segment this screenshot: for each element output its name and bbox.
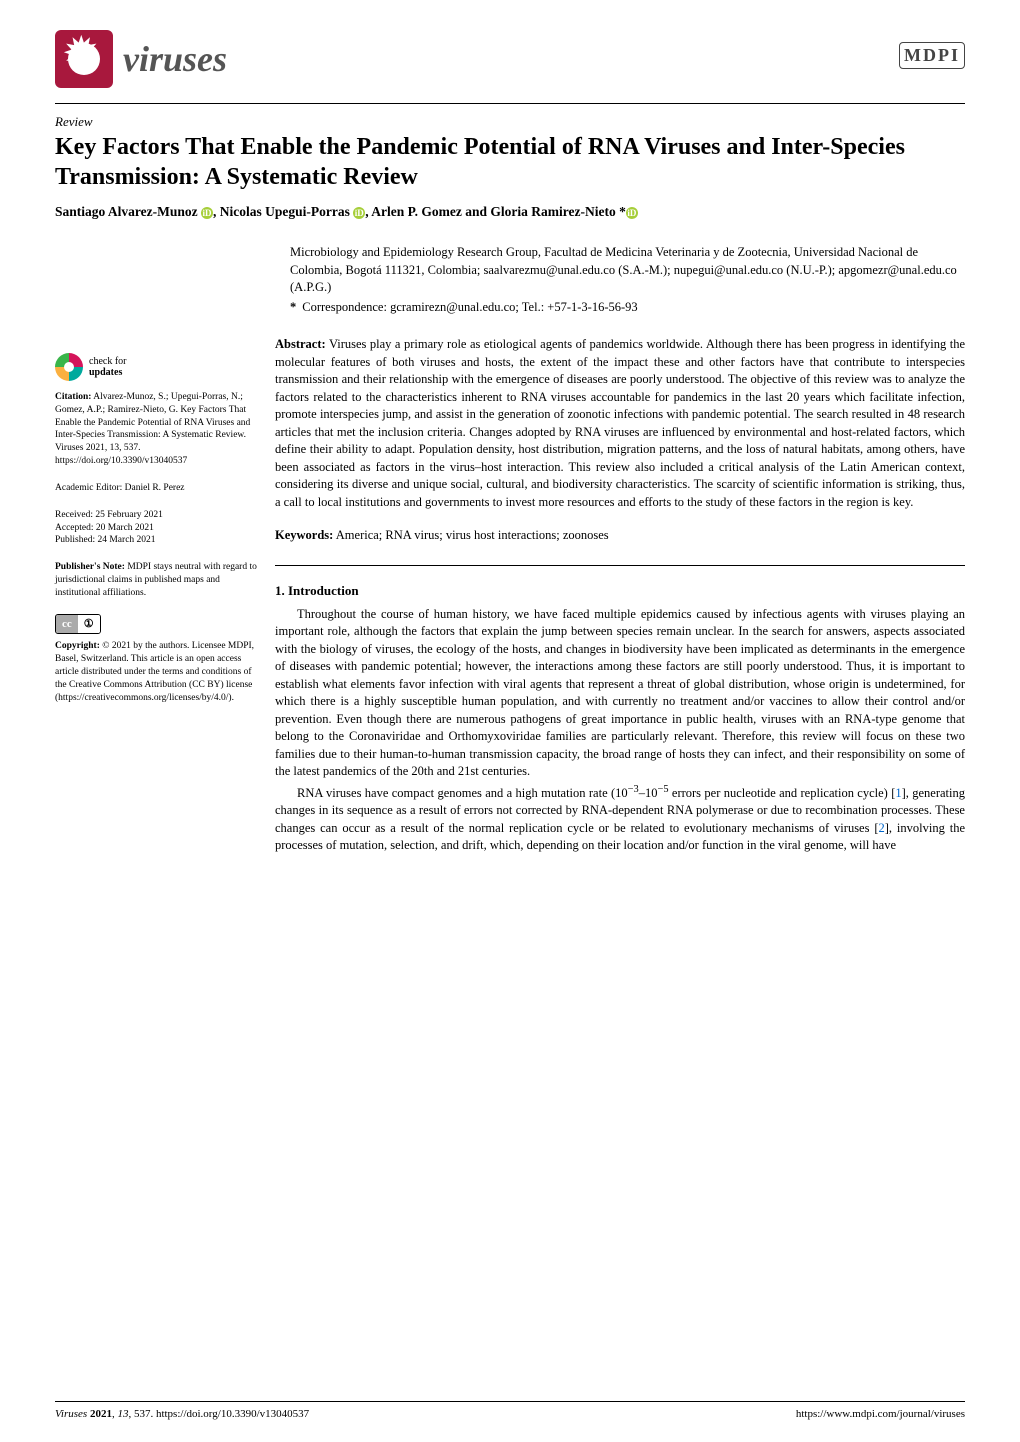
abstract-label: Abstract: (275, 337, 326, 351)
author-list: Santiago Alvarez-Munoz iD, Nicolas Upegu… (55, 204, 965, 220)
by-icon: ① (78, 615, 100, 634)
keywords-text: America; RNA virus; virus host interacti… (336, 528, 609, 542)
section-heading-intro: 1. Introduction (275, 582, 965, 600)
dates-block: Received: 25 February 2021 Accepted: 20 … (55, 509, 260, 547)
p2-text: errors per nucleotide and replication cy… (669, 786, 896, 800)
title-block: Review Key Factors That Enable the Pande… (0, 104, 1020, 220)
author-sep: , (213, 204, 220, 219)
published-date: Published: 24 March 2021 (55, 534, 260, 547)
correspondence-text: Correspondence: gcramirezn@unal.edu.co; … (302, 300, 637, 314)
two-column-layout: check forupdates Citation: Alvarez-Munoz… (0, 238, 1020, 857)
author-2: Nicolas Upegui-Porras (220, 204, 353, 219)
intro-para-2: RNA viruses have compact genomes and a h… (275, 783, 965, 855)
p2-text: –10 (639, 786, 658, 800)
check-for-updates[interactable]: check forupdates (55, 353, 260, 381)
keywords: Keywords: America; RNA virus; virus host… (275, 527, 965, 545)
editor-label: Academic Editor: (55, 483, 125, 493)
citation-text: Alvarez-Munoz, S.; Upegui-Porras, N.; Go… (55, 392, 250, 466)
correspondence: *Correspondence: gcramirezn@unal.edu.co;… (290, 299, 965, 317)
cc-by-badge[interactable]: cc① (55, 614, 101, 635)
sidebar: check forupdates Citation: Alvarez-Munoz… (55, 238, 260, 857)
page-footer: Viruses 2021, 13, 537. https://doi.org/1… (55, 1401, 965, 1420)
pubnote-label: Publisher's Note: (55, 562, 125, 572)
abstract-text: Viruses play a primary role as etiologic… (275, 337, 965, 509)
crossmark-icon (55, 353, 83, 381)
affiliation-text: Microbiology and Epidemiology Research G… (290, 244, 965, 297)
author-1: Santiago Alvarez-Munoz (55, 204, 201, 219)
copyright-label: Copyright: (55, 641, 100, 651)
main-content: Microbiology and Epidemiology Research G… (275, 238, 965, 857)
citation-block: Citation: Alvarez-Munoz, S.; Upegui-Porr… (55, 391, 260, 468)
p2-sup2: −5 (657, 784, 668, 795)
page-header: viruses MDPI (0, 0, 1020, 103)
author-3: Arlen P. Gomez and Gloria Ramirez-Nieto … (371, 204, 626, 219)
article-type: Review (55, 114, 965, 130)
journal-name: viruses (123, 38, 227, 80)
cc-icon: cc (56, 615, 78, 634)
affiliation: Microbiology and Epidemiology Research G… (275, 244, 965, 316)
abstract: Abstract: Viruses play a primary role as… (275, 336, 965, 511)
publisher-logo: MDPI (899, 42, 965, 69)
section-rule (275, 565, 965, 566)
p2-sup1: −3 (628, 784, 639, 795)
license-block: cc① Copyright: © 2021 by the authors. Li… (55, 614, 260, 705)
accepted-date: Accepted: 20 March 2021 (55, 522, 260, 535)
footer-right[interactable]: https://www.mdpi.com/journal/viruses (796, 1408, 965, 1420)
article-title: Key Factors That Enable the Pandemic Pot… (55, 132, 965, 192)
editor-block: Academic Editor: Daniel R. Perez (55, 482, 260, 495)
citation-label: Citation: (55, 392, 91, 402)
orcid-icon[interactable]: iD (626, 207, 638, 219)
keywords-label: Keywords: (275, 528, 333, 542)
footer-left: Viruses 2021, 13, 537. https://doi.org/1… (55, 1408, 309, 1420)
received-date: Received: 25 February 2021 (55, 509, 260, 522)
publishers-note-block: Publisher's Note: MDPI stays neutral wit… (55, 561, 260, 599)
intro-para-1: Throughout the course of human history, … (275, 606, 965, 781)
check-updates-label: check forupdates (89, 356, 126, 378)
orcid-icon[interactable]: iD (201, 207, 213, 219)
journal-logo: viruses (55, 30, 227, 88)
editor-name: Daniel R. Perez (125, 483, 185, 493)
orcid-icon[interactable]: iD (353, 207, 365, 219)
virus-icon (55, 30, 113, 88)
p2-text: RNA viruses have compact genomes and a h… (297, 786, 628, 800)
